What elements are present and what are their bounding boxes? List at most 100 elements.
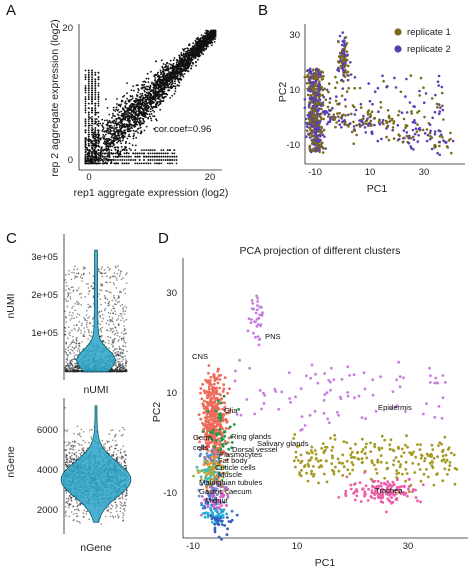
a-point (123, 149, 126, 152)
a-point (154, 93, 156, 96)
a-point (158, 100, 160, 103)
b-point (314, 115, 318, 119)
a-point (144, 96, 147, 98)
a-point (149, 86, 151, 89)
a-point (198, 49, 201, 52)
b-point (368, 99, 372, 103)
c1-point (67, 362, 69, 365)
a-point (185, 69, 188, 71)
a-point (175, 61, 178, 64)
a-point (87, 102, 90, 105)
c1-point (73, 268, 75, 271)
b-point (305, 129, 309, 132)
a-point (126, 130, 129, 133)
a-point (141, 122, 144, 125)
b-point (318, 148, 321, 151)
a-point (117, 152, 119, 155)
a-point (130, 111, 133, 114)
b-point (313, 76, 317, 80)
a-point (137, 113, 140, 116)
a-point (132, 103, 135, 106)
b-point (410, 110, 413, 113)
a-point (206, 35, 208, 37)
a-point (179, 60, 182, 62)
a-point (195, 37, 198, 40)
b-point (306, 123, 310, 126)
c1-point (114, 275, 116, 278)
a-point (156, 152, 158, 155)
b-point (317, 107, 321, 111)
a-point (143, 104, 145, 107)
a-point (128, 107, 131, 110)
a-point (124, 118, 126, 121)
a-point (140, 114, 143, 116)
a-point (94, 122, 97, 125)
a-point (87, 85, 90, 87)
a-point (134, 130, 137, 133)
a-point (91, 159, 93, 161)
a-point (152, 89, 155, 91)
b-point (318, 113, 321, 116)
a-point (158, 162, 161, 165)
a-point (122, 108, 124, 111)
a-point (119, 137, 122, 140)
a-point (112, 159, 115, 161)
c1-point (112, 282, 115, 284)
b-point (342, 49, 345, 52)
a-point (166, 79, 169, 81)
b-point (306, 69, 310, 72)
b-point (378, 122, 382, 126)
a-point (91, 100, 93, 103)
a-point (152, 105, 155, 108)
a-point (182, 52, 185, 55)
b-point (328, 120, 332, 124)
b-point (431, 116, 435, 120)
b-point (321, 151, 325, 154)
b-point (430, 147, 434, 151)
a-point (134, 159, 137, 161)
a-point (187, 51, 190, 54)
b-point (435, 102, 439, 106)
c1-point (120, 278, 123, 281)
a-point (135, 84, 138, 87)
a-point (84, 91, 87, 94)
a-point (171, 155, 174, 158)
a-point (168, 63, 171, 65)
a-point (133, 103, 136, 106)
b-point (405, 77, 408, 81)
c1-point (69, 298, 72, 300)
c1-point (115, 362, 117, 365)
a-point (171, 80, 174, 83)
a-point (102, 127, 105, 129)
c1-point (68, 333, 70, 335)
b-point (334, 99, 338, 103)
a-point (121, 155, 124, 158)
a-point (84, 146, 87, 149)
a-point (147, 94, 150, 96)
b-point (311, 76, 315, 80)
c1-point (117, 360, 119, 363)
a-point (109, 128, 111, 131)
a-point (176, 59, 179, 62)
a-point (129, 104, 132, 107)
b-point (339, 116, 343, 119)
a-point (94, 109, 97, 112)
a-point (119, 152, 122, 155)
b-point (314, 149, 318, 152)
c1-point (76, 303, 79, 306)
b-point (338, 111, 341, 115)
a-point (89, 138, 92, 141)
a-point (135, 117, 138, 120)
c1-point (71, 271, 73, 274)
a-point (84, 141, 87, 144)
a-point (142, 119, 145, 122)
b-point (334, 125, 337, 129)
a-point (158, 155, 161, 158)
b-point (365, 119, 369, 122)
a-point (87, 142, 90, 145)
a-point (164, 159, 167, 161)
b-point (380, 137, 383, 141)
a-point (105, 147, 108, 150)
a-point (84, 111, 87, 114)
a-point (145, 149, 148, 152)
